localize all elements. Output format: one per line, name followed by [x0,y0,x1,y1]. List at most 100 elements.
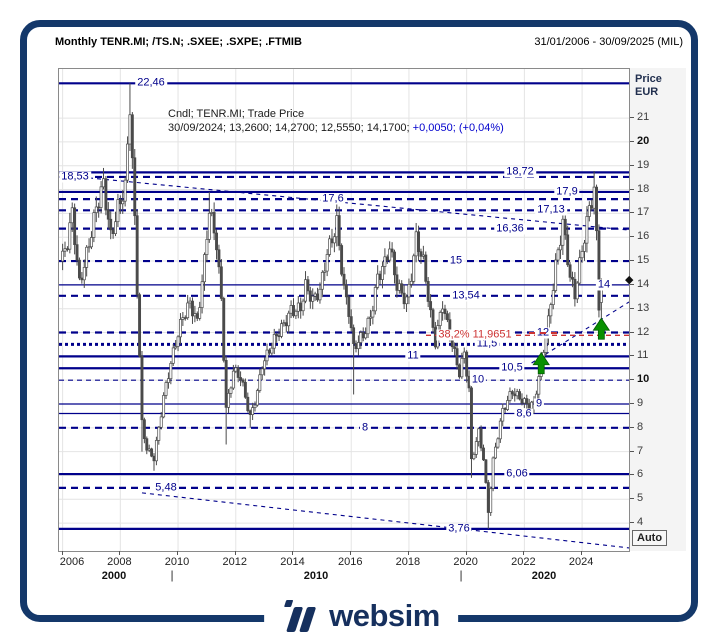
y-axis-tick-label: 13 [637,301,650,314]
y-axis-tick-label: 16 [637,230,650,243]
y-axis-tick-mark [630,355,634,357]
y-axis-tick-label: 18 [637,182,650,195]
websim-logo-icon [282,598,320,634]
y-axis-tick-mark [630,117,634,119]
x-axis-year-label: 2016 [337,556,363,568]
x-axis-year-label: 2018 [395,556,421,568]
x-axis-year-label: 2010 [164,556,190,568]
legend-series-line: Cndl; TENR.MI; Trade Price [168,108,305,120]
date-range: 31/01/2006 - 30/09/2025 (MIL) [534,36,683,48]
x-axis-tick-mark [292,551,294,555]
y-axis-tick-label: 5 [637,492,644,505]
y-axis-tick-label: 6 [637,468,644,481]
x-axis-tick-mark [581,551,583,555]
level-label: 17,9 [554,185,580,198]
x-axis-year-label: 2008 [107,556,132,568]
y-axis-tick-label: 9 [637,396,644,409]
y-axis-tick-mark [630,498,634,500]
time-axis: 2006 2008 2010 2012 2014 2016 2018 2020 2022 2024… [58,551,632,587]
y-axis-tick-label: 11 [637,349,649,362]
x-axis-decade-label: 2010 [303,570,329,582]
title-bar: Monthly TENR.MI; /TS.N; .SXEE; .SXPE; .F… [55,36,683,48]
x-axis-tick-mark [234,551,236,555]
y-axis-tick-mark [630,164,634,166]
chart-title: Monthly TENR.MI; /TS.N; .SXEE; .SXPE; .F… [55,36,302,48]
y-axis-tick-mark [630,379,634,381]
y-axis-tick-label: 7 [637,444,644,457]
y-axis-tick-label: 8 [637,420,644,433]
x-axis-tick-mark [523,551,525,555]
auto-scale-button[interactable]: Auto [632,530,668,546]
chart-plot-area[interactable]: 22,46 18,72 18,53 17,9 17,6 17,13 16,36 15 14 13,… [58,68,630,552]
x-axis-year-label: 2024 [568,556,594,568]
y-axis-tick-label: 15 [637,254,650,267]
level-label: 9 [533,397,545,410]
y-axis-tick-mark [630,140,634,142]
level-label: 11,5 [474,337,500,350]
y-axis-tick-mark [630,283,634,285]
x-axis-year-label: 2014 [280,556,305,568]
level-label: 14 [595,278,613,291]
legend-ohlc-values: 30/09/2024; 13,2600; 14,2700; 12,5550; 1… [168,122,410,134]
level-label: 3,76 [446,522,472,535]
level-label: 22,46 [135,76,167,89]
level-label: 5,48 [153,481,179,494]
y-axis-tick-label: 21 [637,111,650,124]
level-label: 8,6 [514,407,534,420]
y-axis-tick-label: 10 [637,373,650,386]
y-axis-tick-mark [630,474,634,476]
y-axis-tick-mark [630,522,634,524]
level-label: 13,54 [450,289,482,302]
level-label: 15 [447,254,465,267]
y-axis-tick-label: 4 [637,516,644,529]
level-label: 8 [359,421,371,434]
y-axis-tick-label: 19 [637,158,650,171]
legend-values-line: 30/09/2024; 13,2600; 14,2700; 12,5550; 1… [168,121,504,135]
y-axis-tick-mark [630,260,634,262]
level-label: 11 [405,349,421,362]
x-axis-decade-label: 2020 [531,570,557,582]
y-axis-tick-mark [630,331,634,333]
x-axis-tick-mark [61,551,63,555]
x-axis-year-label: 2022 [511,556,536,568]
x-axis-decade-label: 2000 [101,570,127,582]
y-axis-tick-mark [630,450,634,452]
y-axis-tick-mark [630,307,634,309]
level-label: 18,72 [504,165,536,178]
fib-level-label: 38,2% 11,9651 [436,328,514,341]
y-axis-tick-mark [630,212,634,214]
x-axis-year-label: 2006 [59,556,85,568]
level-label: 10,5 [499,361,525,374]
websim-logo: websim [264,596,458,636]
level-label: 6,06 [504,467,530,480]
x-axis-decade-separator: | [459,568,463,582]
x-axis-tick-mark [119,551,121,555]
x-axis-tick-mark [350,551,352,555]
x-axis-tick-mark [465,551,467,555]
websim-logo-text: websim [329,598,440,633]
y-axis-tick-mark [630,188,634,190]
level-label: 18,53 [59,170,91,183]
level-label: 17,6 [320,192,346,205]
candlestick-chart [59,69,629,551]
x-axis-decade-separator: | [170,568,174,582]
price-axis-title: Price EUR [635,73,662,99]
y-axis-tick-mark [630,236,634,238]
legend-change-values: +0,0050; (+0,04%) [412,122,504,134]
x-axis-tick-mark [407,551,409,555]
y-axis-tick-label: 12 [637,325,650,338]
chart-legend: Cndl; TENR.MI; Trade Price 30/09/2024; 1… [168,107,504,135]
price-axis-title-line2: EUR [635,86,659,98]
x-axis-year-label: 2012 [222,556,248,568]
x-axis-tick-mark [177,551,179,555]
websim-logo-dot [284,600,294,607]
y-axis-tick-mark [630,426,634,428]
x-axis-year-label: 2020 [453,556,478,568]
fib-strike-through [529,331,557,334]
level-label: 17,13 [535,203,567,216]
level-label: 10 [469,373,487,386]
price-axis-title-line1: Price [635,73,662,85]
price-axis: Price EUR 4 5 6 7 8 9 10 11 12 13 14 15 16 17 18 19 20 21 [630,68,686,551]
level-label: 16,36 [494,222,526,235]
y-axis-tick-mark [630,402,634,404]
